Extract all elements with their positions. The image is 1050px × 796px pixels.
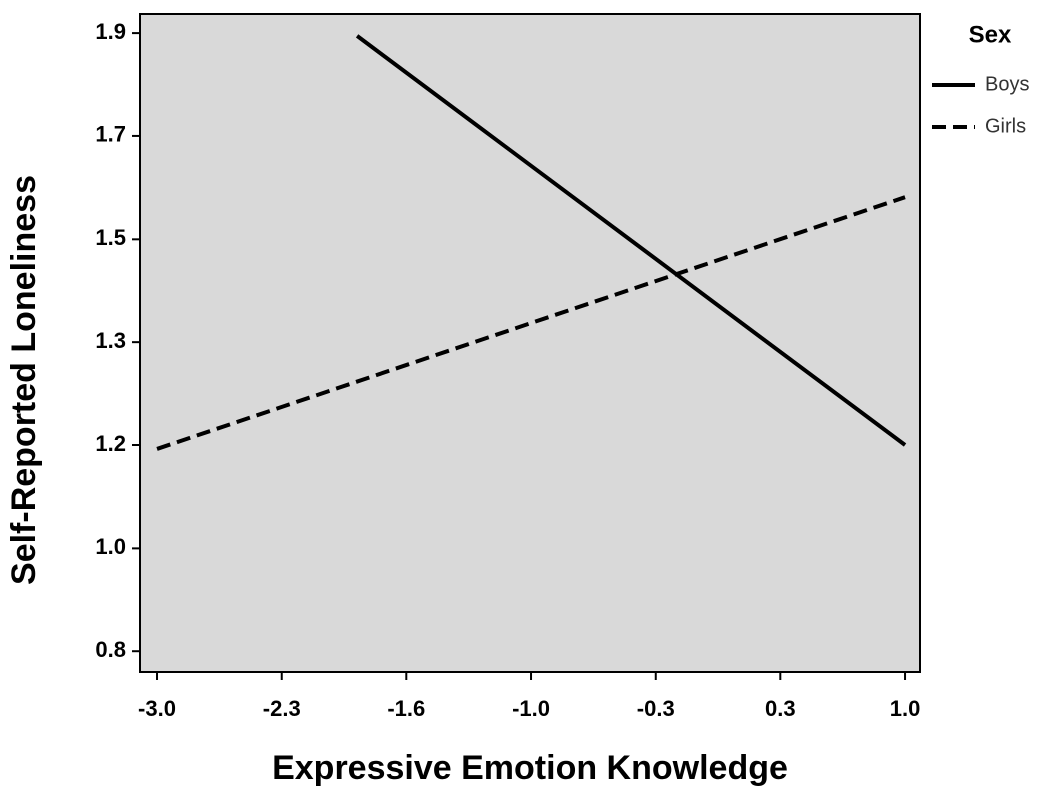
y-axis-title: Self-Reported Loneliness (5, 175, 43, 585)
legend-label: Girls (985, 115, 1026, 137)
y-tick-label: 1.5 (95, 225, 126, 250)
y-tick-label: 1.2 (95, 431, 126, 456)
y-tick-label: 1.9 (95, 19, 126, 44)
y-tick-label: 1.0 (95, 534, 126, 559)
line (355, 34, 907, 447)
x-tick-label: -2.3 (263, 696, 301, 721)
x-tick-label: -3.0 (138, 696, 176, 721)
y-tick-label: 1.7 (95, 122, 126, 147)
line (156, 195, 906, 451)
legend-label: Boys (985, 73, 1029, 95)
x-tick-label: -0.3 (637, 696, 675, 721)
x-tick-label: -1.0 (512, 696, 550, 721)
x-axis-title: Expressive Emotion Knowledge (272, 749, 788, 787)
legend-title: Sex (969, 21, 1012, 48)
plot-area (139, 13, 921, 673)
x-tick-label: 1.0 (890, 696, 921, 721)
y-tick-label: 0.8 (95, 637, 126, 662)
x-tick-label: -1.6 (387, 696, 425, 721)
y-tick-label: 1.3 (95, 328, 126, 353)
x-tick-label: 0.3 (765, 696, 796, 721)
